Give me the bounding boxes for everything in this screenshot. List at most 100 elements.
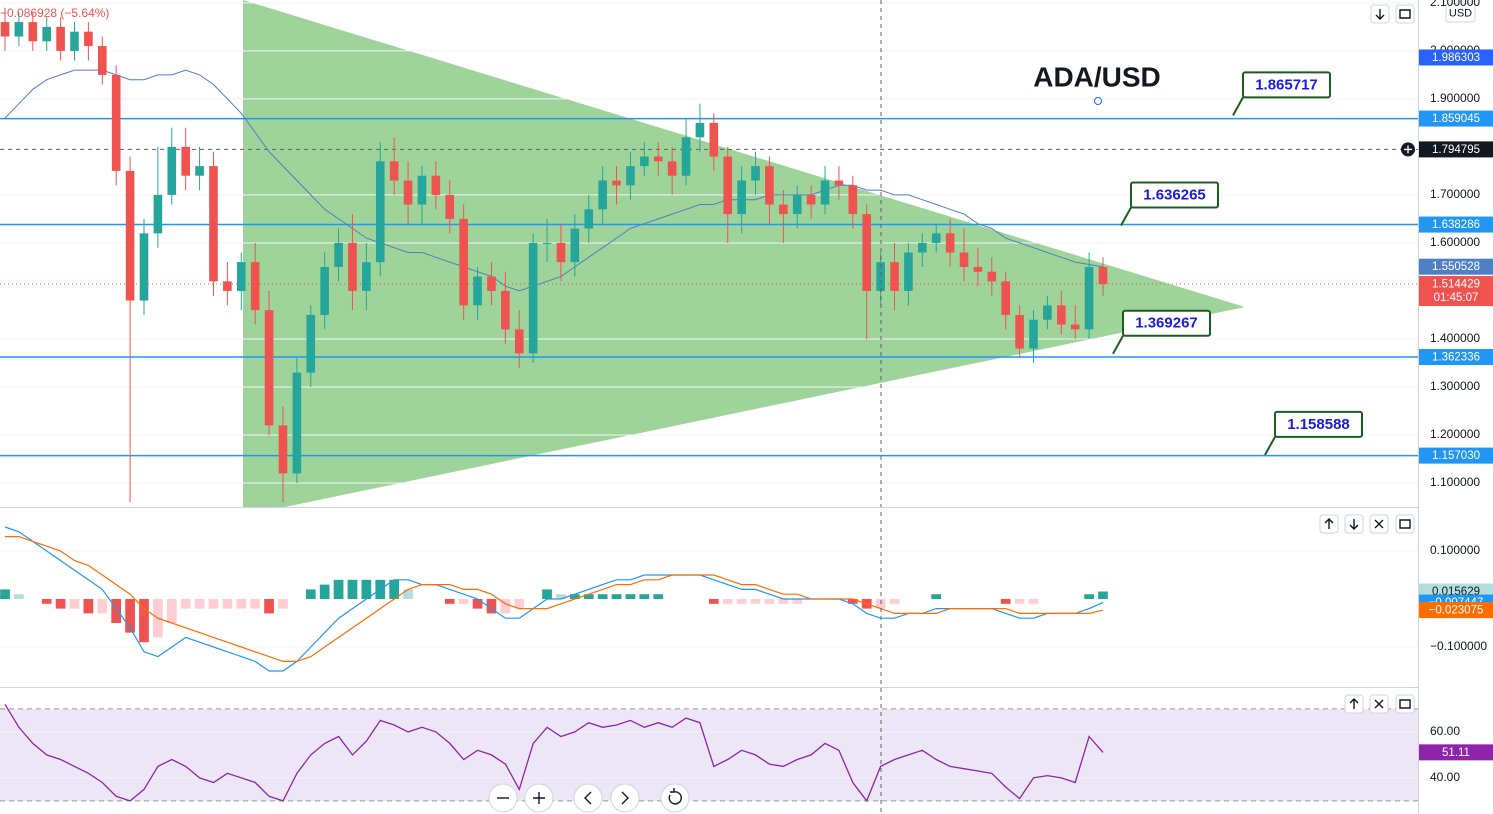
candle-body	[250, 262, 260, 311]
y-tick-label: 40.00	[1430, 770, 1460, 784]
candle-body	[695, 122, 705, 138]
candle-body	[1029, 319, 1038, 349]
y-tick-label: 1.300000	[1430, 379, 1480, 393]
last-price-box	[1419, 276, 1493, 307]
candle-body	[1001, 281, 1011, 315]
candle-body	[1056, 305, 1066, 325]
last-price-tag: 1.514429	[1432, 279, 1480, 291]
candle-body	[514, 329, 524, 354]
scroll-left-button[interactable]	[573, 783, 603, 813]
candle-body	[723, 156, 733, 215]
rsi-tag: 51.11	[1442, 747, 1470, 759]
candle-body	[209, 166, 218, 282]
candle-body	[626, 166, 635, 186]
histogram-bar	[111, 599, 122, 624]
candle-body	[42, 26, 52, 42]
histogram-bar	[403, 589, 413, 600]
histogram-bar	[500, 599, 511, 614]
candle-body	[806, 194, 816, 205]
close-button[interactable]	[1369, 514, 1389, 534]
candle-body	[292, 372, 302, 474]
histogram-bar	[931, 594, 942, 600]
histogram-bar	[250, 599, 261, 609]
candle-body	[792, 194, 802, 215]
histogram-bar	[889, 599, 900, 604]
histogram-bar	[764, 599, 775, 604]
ma-tag: 1.550528	[1432, 261, 1480, 273]
callout-label: 1.369267	[1135, 315, 1198, 332]
maximize-button[interactable]	[1395, 514, 1415, 534]
move-down-button[interactable]	[1344, 514, 1364, 534]
currency-label: USD	[1449, 7, 1472, 19]
close-button[interactable]	[1369, 694, 1389, 714]
title-anchor	[1094, 97, 1102, 105]
candle-body	[362, 262, 371, 291]
histogram-bar	[722, 599, 733, 604]
histogram-bar	[1028, 599, 1039, 604]
tags-layer: 1.100000 1.200000 1.300000 1.400000 1.600000…	[1112, 0, 1493, 784]
histogram-bar	[639, 594, 650, 600]
histogram-bar	[514, 599, 525, 609]
scroll-right-button[interactable]	[610, 783, 640, 813]
level-tag: 1.157030	[1432, 450, 1480, 462]
indicator-tag-box	[1419, 602, 1493, 619]
rsi-band	[0, 708, 1418, 801]
callout-box	[1122, 309, 1211, 337]
candle-body	[904, 252, 913, 291]
move-up-button[interactable]	[1319, 514, 1339, 534]
candle-body	[167, 146, 177, 195]
scroll-down-button[interactable]	[1370, 4, 1390, 24]
histogram-bar	[583, 594, 594, 600]
candle-body	[28, 22, 38, 42]
candle-body	[445, 194, 455, 219]
candle-body	[70, 31, 79, 51]
candle-body	[848, 185, 858, 215]
candle-body	[751, 166, 760, 181]
candle-body	[320, 266, 329, 315]
histogram-bar	[236, 599, 247, 609]
candle-body	[264, 310, 274, 426]
zoom-out-button[interactable]	[488, 783, 518, 813]
histogram-bar	[347, 579, 358, 600]
crosshair-tag-box	[1419, 141, 1493, 158]
candle-body	[1015, 314, 1024, 349]
candle-body	[195, 166, 204, 176]
candle-body	[779, 204, 788, 215]
candle-body	[820, 180, 830, 205]
currency-button[interactable]: USD	[1445, 3, 1476, 23]
candle-body	[97, 46, 107, 75]
histogram-bar	[319, 584, 330, 600]
y-tick-label: 0.100000	[1430, 543, 1480, 557]
callout-pointer	[1264, 436, 1276, 456]
histogram-bar	[750, 599, 761, 604]
candle-body	[181, 146, 190, 176]
histogram-bar	[708, 599, 719, 604]
histogram-bar	[472, 599, 483, 609]
histogram-bar	[69, 599, 80, 609]
zoom-in-button[interactable]	[524, 783, 554, 813]
level-tag-box	[1419, 110, 1493, 127]
maximize-button[interactable]	[1395, 4, 1415, 24]
callout-pointer	[1120, 207, 1132, 227]
candle-body	[125, 170, 135, 301]
background-layer	[0, 0, 1418, 802]
callout-box	[1274, 410, 1363, 438]
histogram-bar	[458, 599, 469, 604]
histogram-bar	[97, 599, 108, 614]
histogram-bar	[194, 599, 205, 609]
histogram-bar	[222, 599, 233, 609]
callout-label: 1.158588	[1287, 416, 1350, 433]
maximize-button[interactable]	[1395, 694, 1415, 714]
candle-body	[598, 180, 607, 210]
histogram-bar	[0, 589, 10, 600]
price-axis	[1418, 0, 1493, 814]
histogram-bar	[486, 599, 497, 614]
candle-body	[1098, 266, 1108, 285]
candle-body	[403, 180, 413, 205]
candle-body	[959, 252, 969, 267]
callout-label: 1.865717	[1255, 76, 1318, 93]
candle-body	[640, 156, 649, 167]
candle-body	[584, 209, 594, 229]
move-up-button[interactable]	[1344, 694, 1364, 714]
reset-button[interactable]	[660, 783, 690, 813]
